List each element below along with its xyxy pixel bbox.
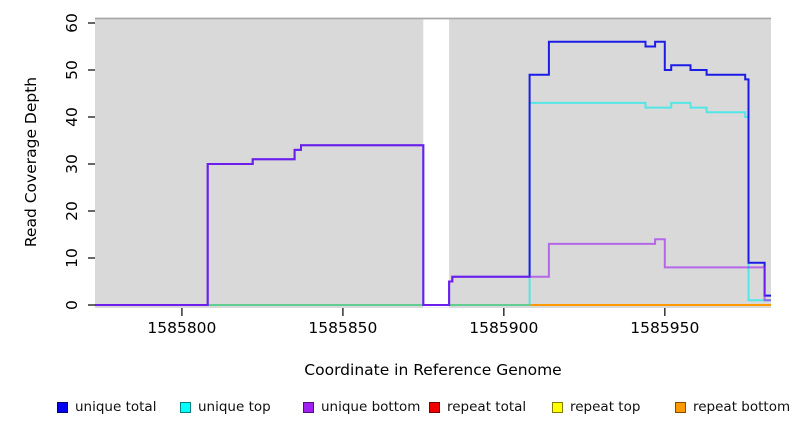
legend-label: repeat bottom bbox=[693, 399, 791, 415]
y-axis-title: Read Coverage Depth bbox=[22, 76, 40, 248]
legend-label: repeat total bbox=[447, 399, 527, 415]
coverage-gap-band bbox=[423, 19, 450, 308]
unique-bottom-swatch-icon bbox=[303, 401, 314, 413]
y-tick-label: 10 bbox=[63, 248, 81, 268]
legend-label: repeat top bbox=[570, 399, 641, 415]
legend-item-unique-top: unique top bbox=[180, 398, 271, 416]
y-tick-label: 60 bbox=[63, 13, 81, 33]
legend-item-repeat-total: repeat total bbox=[429, 398, 526, 416]
legend-label: unique top bbox=[198, 399, 271, 415]
x-tick-label: 1585900 bbox=[469, 319, 538, 337]
legend-item-repeat-bottom: repeat bottom bbox=[675, 398, 790, 416]
y-tick-label: 40 bbox=[63, 107, 81, 127]
x-tick-label: 1585800 bbox=[147, 319, 216, 337]
legend-item-unique-bottom: unique bottom bbox=[303, 398, 420, 416]
legend-label: unique total bbox=[75, 399, 157, 415]
y-tick-label: 20 bbox=[63, 201, 81, 221]
repeat-bottom-swatch-icon bbox=[675, 401, 686, 413]
y-tick-label: 50 bbox=[63, 60, 81, 80]
unique-total-swatch-icon bbox=[57, 401, 68, 413]
legend: unique total unique top unique bottom repea… bbox=[0, 398, 792, 418]
y-tick-label: 0 bbox=[63, 300, 81, 310]
y-tick-label: 30 bbox=[63, 154, 81, 174]
x-tick-label: 1585950 bbox=[630, 319, 699, 337]
x-axis-title: Coordinate in Reference Genome bbox=[304, 361, 562, 379]
x-tick-label: 1585850 bbox=[308, 319, 377, 337]
legend-label: unique bottom bbox=[321, 399, 421, 415]
legend-item-unique-total: unique total bbox=[57, 398, 156, 416]
repeat-top-swatch-icon bbox=[552, 401, 563, 413]
repeat-total-swatch-icon bbox=[429, 401, 440, 413]
legend-item-repeat-top: repeat top bbox=[552, 398, 640, 416]
unique-top-swatch-icon bbox=[180, 401, 191, 413]
unique-bottom-line bbox=[95, 144, 771, 306]
unique-top-line bbox=[95, 101, 771, 306]
